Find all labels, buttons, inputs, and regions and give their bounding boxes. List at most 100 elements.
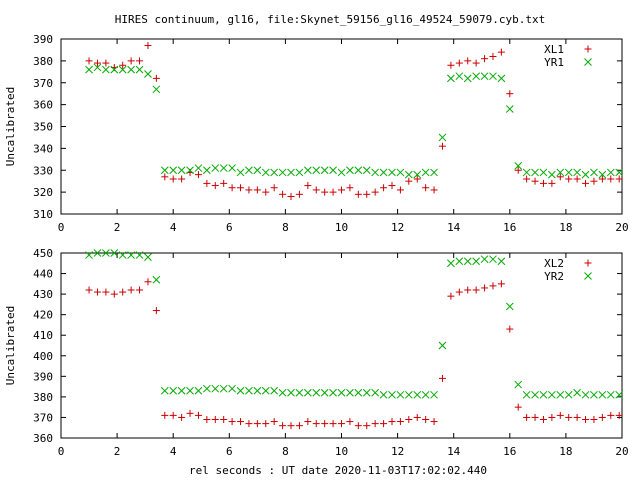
data-point [404,390,413,399]
marker-stroke [396,390,405,399]
series-XL1 [85,42,623,200]
data-point [186,166,194,175]
data-point [228,418,236,426]
data-point [388,168,396,177]
legend-marker [584,259,592,267]
data-point [472,286,480,294]
marker-stroke [102,65,110,74]
data-point [287,422,295,430]
marker-stroke [447,259,455,268]
x-tick-label: 20 [615,445,628,458]
data-point [144,42,152,50]
data-point [556,173,564,181]
data-point [539,179,547,187]
marker-stroke [606,168,615,177]
marker-stroke [118,251,127,259]
bottom-panel: 0 2 4 6 8 10 12 14 16 18 20 360 370 380 390 400 410 420 43… [4,247,629,458]
data-point [160,386,169,395]
data-point [396,418,404,426]
data-point [312,186,320,194]
data-point [573,388,581,397]
marker-stroke [346,166,354,175]
data-point [379,390,388,399]
data-point [362,166,371,175]
data-point [303,166,312,175]
data-point [379,168,388,177]
data-point [489,72,497,81]
marker-stroke [362,166,371,175]
data-point [505,105,514,113]
data-point [194,164,203,172]
marker-stroke [489,255,497,264]
marker-stroke [346,388,354,397]
marker-stroke [270,168,279,177]
data-point [472,59,480,67]
data-point [564,168,573,177]
data-point [388,418,396,426]
marker-stroke [211,384,220,393]
data-point [110,249,119,257]
marker-stroke [135,65,144,74]
data-point [564,390,573,399]
data-point [455,288,463,296]
marker-stroke [522,168,531,177]
data-point [211,182,219,190]
data-point [135,65,144,74]
data-point [346,388,354,397]
marker-stroke [160,166,169,175]
marker-stroke [548,390,556,399]
data-point [93,63,102,72]
x-tick-label: 10 [335,445,348,458]
data-point [110,65,119,74]
data-point [337,388,346,397]
marker-stroke [194,386,203,395]
data-point [497,257,506,266]
data-point [447,259,455,268]
marker-stroke [186,386,194,395]
data-point [287,193,295,200]
data-point [253,386,262,395]
data-point [447,61,455,69]
marker-stroke [152,275,161,284]
marker-stroke [320,388,329,397]
marker-stroke [278,168,287,177]
data-point [472,257,480,266]
marker-stroke [388,390,396,399]
marker-stroke [615,390,624,399]
data-point [279,422,287,430]
x-tick-label: 2 [114,445,121,458]
data-point [371,188,379,196]
marker-stroke [489,72,497,81]
data-point [219,164,228,172]
marker-stroke [312,388,321,397]
marker-stroke [581,390,590,399]
marker-stroke [438,341,447,350]
data-point [615,168,624,177]
marker-stroke [118,65,127,74]
data-point [548,413,556,421]
data-point [93,288,101,296]
marker-stroke [463,74,472,83]
marker-stroke [564,390,573,399]
marker-stroke [531,168,539,177]
y-tick-label: 360 [33,432,53,445]
x-tick-label: 0 [58,445,65,458]
data-point [237,184,245,192]
data-point [329,188,337,196]
data-point [481,55,489,63]
data-point [506,90,514,98]
series-YR1 [85,63,624,179]
marker-stroke [261,386,270,395]
marker-stroke [505,105,514,113]
data-point [253,166,262,175]
x-tick-label: 18 [559,221,572,234]
chart-title: HIRES continuum, gl16, file:Skynet_59156… [115,13,545,26]
data-point [261,168,270,177]
data-point [556,390,565,399]
x-tick-label: 2 [114,221,121,234]
marker-stroke [354,166,363,175]
data-point [178,175,186,183]
data-point [346,418,354,426]
marker-stroke [396,168,405,177]
